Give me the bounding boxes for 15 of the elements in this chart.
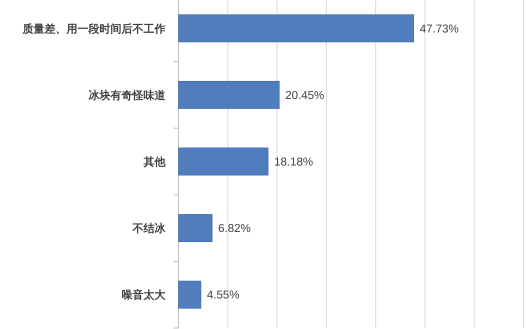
bar [178,214,212,242]
data-label: 20.45% [285,90,324,102]
data-label: 18.18% [274,156,314,168]
y-tick-label: 不结冰 [132,222,166,236]
bar [178,80,280,109]
data-label: 4.55% [206,290,240,302]
data-label: 6.82% [218,223,251,236]
y-tick-label: 冰块有奇怪味道 [88,88,166,102]
y-tick-label: 其他 [142,156,166,168]
data-label: 47.73% [420,23,459,36]
bar [178,280,202,309]
bar [178,14,414,42]
y-tick-label: 质量差、用一段时间后不工作 [22,22,166,36]
y-tick-label: 噪音太大 [122,288,166,302]
bar [178,148,268,176]
